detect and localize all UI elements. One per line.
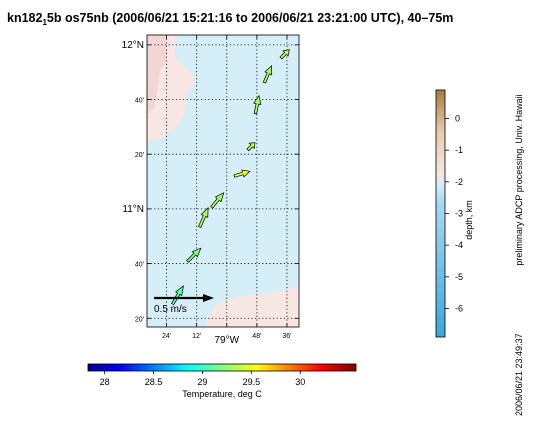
velocity-vectors: [171, 49, 290, 306]
velocity-vector: [171, 285, 184, 306]
depth-colorbar-tick-label: -6: [455, 304, 463, 314]
temperature-colorbar-tick-label: 28: [100, 377, 110, 387]
depth-colorbar-tick-label: -3: [455, 209, 463, 219]
map-frame: [146, 34, 300, 328]
depth-colorbar-ticks: 0 -1 -2 -3 -4 -5 -6: [445, 114, 463, 314]
velocity-vector: [246, 142, 256, 152]
y-tick-label: 40': [135, 98, 144, 105]
land-shallow-south: [205, 286, 299, 327]
velocity-vector: [210, 192, 225, 209]
temperature-colorbar-tick-label: 30: [295, 377, 305, 387]
processing-credit: preliminary ADCP processing, Univ. Hawai…: [514, 94, 524, 265]
depth-colorbar-tick-label: -2: [455, 177, 463, 187]
depth-colorbar-label: depth, km: [464, 200, 474, 240]
temperature-colorbar-tick-label: 29.5: [243, 377, 261, 387]
depth-colorbar-tick-label: -4: [455, 240, 463, 250]
velocity-vector: [253, 94, 262, 115]
y-tick-label: 40': [135, 262, 144, 269]
temperature-colorbar-label: Temperature, deg C: [182, 389, 262, 399]
temperature-colorbar-tick-label: 29: [197, 377, 207, 387]
depth-colorbar-bar: [435, 89, 446, 338]
chart-title: kn18215b os75nb (2006/06/21 15:21:16 to …: [7, 11, 453, 27]
temperature-colorbar-bar: [87, 363, 357, 372]
depth-colorbar-tick-label: 0: [455, 114, 460, 124]
velocity-vector: [186, 247, 202, 263]
temperature-colorbar-tick-label: 28.5: [145, 377, 163, 387]
x-tick-label: 36': [282, 333, 291, 340]
map-panel: 24' 12' 79°W 48' 36' 20' 40' 11°N 20' 40' 12°N 0.5…: [122, 34, 300, 346]
map-grid: [147, 35, 299, 327]
temperature-colorbar-ticks: 28 28.5 29 29.5 30: [100, 371, 305, 387]
depth-colorbar: 0 -1 -2 -3 -4 -5 -6 depth, km: [435, 89, 474, 338]
x-tick-label: 12': [192, 333, 201, 340]
land-coast-north: [147, 35, 166, 115]
y-tick-label: 20': [135, 316, 144, 323]
map-tick-labels: 24' 12' 79°W 48' 36' 20' 40' 11°N 20' 40' 12°N: [122, 40, 292, 346]
scale-arrow: [154, 294, 214, 302]
y-tick-label: 20': [135, 152, 144, 159]
x-tick-label: 48': [252, 333, 261, 340]
timestamp: 2006/06/21 23:49:37: [514, 333, 524, 416]
x-tick-label: 24': [162, 333, 171, 340]
y-tick-label: 11°N: [122, 204, 144, 215]
velocity-vector: [233, 169, 251, 178]
depth-colorbar-tick-label: -5: [455, 272, 463, 282]
y-tick-label: 12°N: [122, 40, 144, 51]
temperature-colorbar: 28 28.5 29 29.5 30 Temperature, deg C: [87, 363, 357, 399]
x-tick-label: 79°W: [214, 335, 239, 346]
velocity-vector: [279, 49, 290, 60]
depth-colorbar-tick-label: -1: [455, 145, 463, 155]
map-tick-marks: [147, 35, 299, 327]
scale-arrow-label: 0.5 m/s: [154, 304, 187, 315]
velocity-vector: [262, 65, 273, 84]
velocity-vector: [198, 206, 209, 228]
